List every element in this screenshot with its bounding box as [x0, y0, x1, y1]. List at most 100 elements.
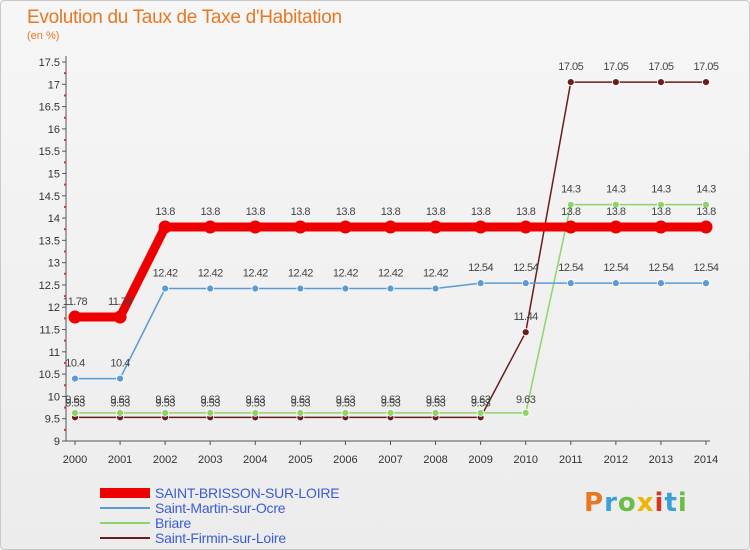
y-minor-tick	[64, 295, 66, 298]
y-tick-label: 17.5	[39, 57, 60, 69]
y-minor-tick	[64, 317, 66, 320]
data-label: 17.05	[558, 61, 583, 73]
x-tick-label: 2014	[694, 454, 718, 466]
data-point	[341, 284, 350, 293]
y-tick-label: 13	[48, 258, 60, 270]
y-minor-tick	[64, 272, 66, 275]
data-label: 9.63	[426, 394, 446, 406]
data-point	[566, 200, 575, 209]
data-label: 9.63	[381, 394, 401, 406]
data-point	[609, 220, 623, 234]
data-label: 13.8	[336, 206, 356, 218]
data-label: 14.3	[606, 184, 626, 196]
x-tick-label: 2006	[333, 454, 357, 466]
y-tick-label: 13.5	[39, 235, 60, 247]
data-point	[429, 220, 443, 234]
data-label: 12.54	[558, 262, 583, 274]
data-point	[431, 284, 440, 293]
x-tick-label: 2008	[423, 454, 447, 466]
legend-swatch	[100, 507, 150, 509]
data-label: 9.53	[426, 397, 446, 409]
y-minor-tick	[64, 384, 66, 387]
x-tick-label: 2010	[513, 454, 537, 466]
data-point	[296, 409, 305, 417]
data-label: 9.53	[246, 397, 266, 409]
data-label: 9.63	[471, 394, 491, 406]
y-minor-tick	[64, 339, 66, 342]
data-point	[702, 78, 710, 86]
data-point	[566, 279, 575, 288]
data-label: 12.54	[693, 262, 718, 274]
data-label: 12.42	[243, 268, 268, 280]
logo-letter: P	[584, 488, 605, 518]
y-minor-tick	[64, 183, 66, 186]
data-point	[384, 220, 397, 234]
data-point	[519, 220, 533, 234]
data-label: 13.8	[246, 206, 266, 218]
data-label: 14.3	[696, 184, 716, 196]
y-minor-tick	[64, 250, 66, 253]
data-label: 10.4	[65, 358, 85, 370]
data-label: 9.53	[155, 397, 175, 409]
legend-label: Briare	[155, 515, 192, 531]
data-label: 9.53	[110, 397, 130, 409]
data-label: 17.05	[603, 61, 628, 73]
data-label: 9.53	[471, 397, 491, 409]
data-label: 9.63	[201, 394, 221, 406]
logo-letter: x	[636, 488, 655, 518]
legend-swatch	[100, 488, 150, 498]
y-tick-label: 11	[49, 347, 60, 359]
data-point	[702, 200, 710, 209]
y-tick-label: 15.5	[39, 146, 60, 158]
data-point	[699, 220, 713, 234]
data-label: 9.53	[291, 397, 311, 409]
data-point	[248, 220, 262, 234]
y-minor-tick	[64, 94, 66, 97]
data-point	[654, 220, 668, 234]
data-label: 13.8	[696, 206, 716, 218]
data-point	[113, 310, 127, 324]
data-label: 13.8	[155, 206, 175, 218]
y-minor-tick	[64, 72, 66, 75]
data-label: 12.42	[423, 268, 448, 280]
data-point	[521, 279, 530, 288]
data-label: 11.78	[108, 296, 133, 308]
y-tick-label: 16.5	[39, 102, 60, 114]
y-tick-label: 9	[54, 436, 60, 448]
data-label: 9.63	[336, 394, 356, 406]
data-point	[251, 409, 260, 417]
data-label: 13.8	[291, 206, 311, 218]
data-point	[68, 310, 82, 324]
legend-label: Saint-Firmin-sur-Loire	[155, 530, 286, 546]
y-tick-label: 17	[48, 79, 60, 91]
logo-letter: i	[654, 488, 665, 518]
x-tick-label: 2004	[243, 454, 267, 466]
data-label: 12.54	[603, 262, 628, 274]
data-label: 13.8	[201, 206, 221, 218]
data-label: 12.42	[153, 268, 178, 280]
y-minor-tick	[64, 205, 66, 208]
data-label: 9.63	[155, 394, 175, 406]
y-tick-label: 14.5	[39, 191, 60, 203]
x-tick-label: 2011	[559, 454, 583, 466]
y-tick-label: 9.5	[45, 414, 60, 426]
data-point	[71, 374, 79, 383]
data-point	[161, 409, 170, 417]
data-label: 14.3	[651, 184, 671, 196]
data-label: 12.42	[378, 268, 403, 280]
y-tick-label: 12.5	[39, 280, 60, 292]
data-label: 9.63	[246, 394, 266, 406]
logo-letter: r	[604, 488, 618, 518]
data-point	[203, 220, 217, 234]
data-point	[293, 220, 307, 234]
x-tick-label: 2003	[198, 454, 222, 466]
proxiti-logo: Proxiti	[584, 488, 688, 518]
series-line	[75, 203, 706, 414]
data-label: 14.3	[561, 184, 581, 196]
logo-letter: i	[677, 488, 688, 518]
data-label: 13.8	[561, 206, 581, 218]
y-tick-label: 11.5	[39, 325, 60, 337]
data-label: 9.63	[291, 394, 311, 406]
x-tick-label: 2002	[153, 454, 177, 466]
